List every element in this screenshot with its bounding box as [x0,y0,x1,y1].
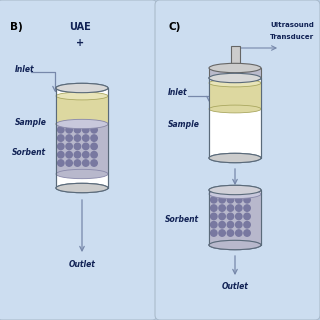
Circle shape [227,205,234,211]
Circle shape [244,230,250,236]
Circle shape [91,152,97,158]
Text: Outlet: Outlet [221,282,248,291]
Circle shape [244,213,250,220]
Circle shape [66,135,72,141]
Circle shape [91,127,97,133]
Ellipse shape [56,83,108,93]
Circle shape [219,230,225,236]
Ellipse shape [209,240,261,250]
Circle shape [83,127,89,133]
Bar [209,68,261,78]
Circle shape [83,152,89,158]
Ellipse shape [209,189,261,199]
Circle shape [91,135,97,141]
Circle shape [83,143,89,150]
Ellipse shape [56,119,108,129]
Bar [209,194,261,245]
Ellipse shape [56,183,108,193]
Circle shape [58,135,64,141]
Circle shape [66,143,72,150]
Circle shape [244,205,250,211]
Circle shape [227,196,234,203]
Circle shape [236,230,242,236]
FancyBboxPatch shape [0,0,157,320]
Text: +: + [76,38,84,48]
Ellipse shape [209,240,261,250]
Circle shape [91,143,97,150]
Bar [56,96,108,124]
Bar [230,46,239,68]
Text: Outlet: Outlet [68,260,95,269]
Ellipse shape [209,153,261,163]
Circle shape [236,221,242,228]
Ellipse shape [209,105,261,113]
Circle shape [244,221,250,228]
Circle shape [58,160,64,166]
Circle shape [74,127,81,133]
Ellipse shape [209,73,261,83]
Ellipse shape [209,153,261,163]
Circle shape [74,160,81,166]
Circle shape [236,196,242,203]
Circle shape [66,160,72,166]
Circle shape [74,152,81,158]
Text: Sorbent: Sorbent [12,148,46,157]
Circle shape [66,127,72,133]
Bar [209,190,261,245]
Circle shape [211,230,217,236]
Circle shape [66,152,72,158]
Bar [209,83,261,109]
Ellipse shape [56,83,108,93]
Circle shape [227,221,234,228]
Circle shape [211,213,217,220]
Text: Sample: Sample [15,118,47,127]
Circle shape [219,196,225,203]
Circle shape [219,205,225,211]
Circle shape [211,196,217,203]
Ellipse shape [56,183,108,193]
Circle shape [227,213,234,220]
Bar [209,190,261,245]
Text: Transducer: Transducer [270,34,314,40]
Circle shape [211,221,217,228]
Circle shape [91,160,97,166]
Circle shape [74,135,81,141]
Text: Inlet: Inlet [15,65,35,74]
Circle shape [227,230,234,236]
Bar [56,124,108,174]
Circle shape [58,127,64,133]
Text: Ultrasound: Ultrasound [270,22,314,28]
Circle shape [236,205,242,211]
Bar [209,78,261,158]
Text: Inlet: Inlet [168,88,188,97]
Circle shape [211,205,217,211]
Ellipse shape [209,185,261,195]
Text: C): C) [168,22,180,32]
Text: Sample: Sample [168,120,200,129]
Ellipse shape [56,92,108,100]
Circle shape [244,196,250,203]
Bar [56,88,108,188]
Bar [209,78,261,158]
Ellipse shape [209,185,261,195]
Ellipse shape [209,63,261,73]
Circle shape [236,213,242,220]
Circle shape [219,221,225,228]
Circle shape [58,152,64,158]
Circle shape [58,143,64,150]
Ellipse shape [56,169,108,179]
Circle shape [83,135,89,141]
Ellipse shape [209,73,261,83]
Circle shape [83,160,89,166]
Bar [56,88,108,188]
Text: UAE: UAE [69,22,91,32]
Ellipse shape [56,120,108,128]
Ellipse shape [209,240,261,250]
Circle shape [219,213,225,220]
Text: B): B) [10,22,23,32]
Ellipse shape [209,79,261,87]
Text: Sorbent: Sorbent [165,215,199,224]
Circle shape [74,143,81,150]
FancyBboxPatch shape [155,0,320,320]
